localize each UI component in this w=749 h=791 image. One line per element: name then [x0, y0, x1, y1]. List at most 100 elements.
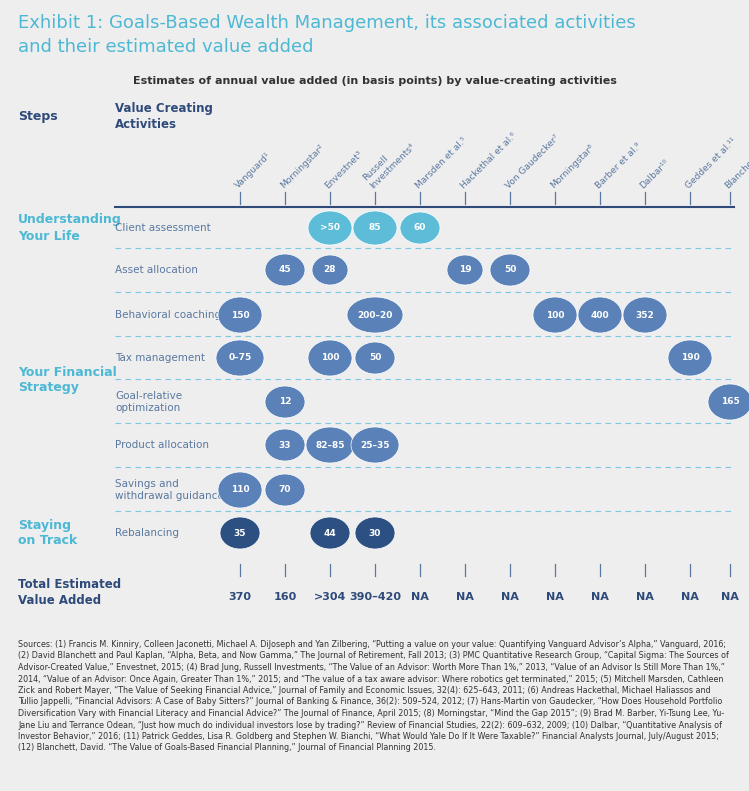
Text: Sources: (1) Francis M. Kinniry, Colleen Jaconetti, Michael A. DiJoseph and Yan : Sources: (1) Francis M. Kinniry, Colleen…	[18, 640, 726, 649]
Ellipse shape	[265, 386, 305, 418]
Text: 70: 70	[279, 486, 291, 494]
Ellipse shape	[306, 427, 354, 463]
Text: 12: 12	[279, 398, 291, 407]
Text: Client assessment: Client assessment	[115, 223, 210, 233]
Text: Jane Liu and Terrance Odean, “Just how much do individual investors lose by trad: Jane Liu and Terrance Odean, “Just how m…	[18, 721, 722, 729]
Ellipse shape	[668, 340, 712, 376]
Text: 50: 50	[369, 354, 381, 362]
Text: Von Gaudecker⁷: Von Gaudecker⁷	[503, 133, 561, 190]
Text: Rebalancing: Rebalancing	[115, 528, 179, 538]
Text: 400: 400	[591, 311, 610, 320]
Ellipse shape	[218, 297, 262, 333]
Text: 28: 28	[324, 266, 336, 274]
Text: Value Creating
Activities: Value Creating Activities	[115, 102, 213, 131]
Ellipse shape	[447, 255, 483, 285]
Text: Zick and Robert Mayer, “The Value of Seeking Financial Advice,” Journal of Famil: Zick and Robert Mayer, “The Value of See…	[18, 686, 711, 695]
Text: 2014, “Value of an Advisor: Once Again, Greater Than 1%,” 2015; and “The value o: 2014, “Value of an Advisor: Once Again, …	[18, 675, 724, 683]
Text: 44: 44	[324, 528, 336, 538]
Text: 370: 370	[228, 592, 252, 602]
Ellipse shape	[708, 384, 749, 420]
Text: Product allocation: Product allocation	[115, 440, 209, 450]
Text: 0–75: 0–75	[228, 354, 252, 362]
Text: Russell
Investments⁴: Russell Investments⁴	[361, 134, 417, 190]
Text: >304: >304	[314, 592, 346, 602]
Ellipse shape	[355, 342, 395, 374]
Text: >50: >50	[320, 224, 340, 233]
Text: Hackethal et al.⁶: Hackethal et al.⁶	[458, 131, 518, 190]
Text: Estimates of annual value added (in basis points) by value-creating activities: Estimates of annual value added (in basi…	[133, 76, 616, 86]
Text: Envestnet³: Envestnet³	[324, 149, 365, 190]
Ellipse shape	[218, 472, 262, 508]
Text: 19: 19	[458, 266, 471, 274]
Text: Diversification Vary with Financial Literacy and Financial Advice?” The Journal : Diversification Vary with Financial Lite…	[18, 709, 724, 718]
Ellipse shape	[265, 254, 305, 286]
Text: NA: NA	[546, 592, 564, 602]
Ellipse shape	[308, 211, 352, 245]
Text: 160: 160	[273, 592, 297, 602]
Text: NA: NA	[721, 592, 739, 602]
Text: Exhibit 1: Goals-Based Wealth Management, its associated activities: Exhibit 1: Goals-Based Wealth Management…	[18, 14, 636, 32]
Text: 60: 60	[413, 224, 426, 233]
Text: Your Financial
Strategy: Your Financial Strategy	[18, 365, 117, 395]
Ellipse shape	[265, 429, 305, 461]
Text: 110: 110	[231, 486, 249, 494]
Ellipse shape	[351, 427, 399, 463]
Text: Morningstar⁸: Morningstar⁸	[548, 142, 596, 190]
Text: 35: 35	[234, 528, 246, 538]
Text: 165: 165	[721, 398, 739, 407]
Text: 50: 50	[504, 266, 516, 274]
Text: Goal-relative
optimization: Goal-relative optimization	[115, 391, 182, 413]
Text: NA: NA	[636, 592, 654, 602]
Text: 100: 100	[546, 311, 564, 320]
Text: 352: 352	[636, 311, 655, 320]
Text: Investor Behavior,” 2016; (11) Patrick Geddes, Lisa R. Goldberg and Stephen W. B: Investor Behavior,” 2016; (11) Patrick G…	[18, 732, 719, 741]
Text: NA: NA	[456, 592, 474, 602]
Text: 33: 33	[279, 441, 291, 449]
Text: Total Estimated
Value Added: Total Estimated Value Added	[18, 578, 121, 607]
Text: NA: NA	[681, 592, 699, 602]
Text: Vanguard¹: Vanguard¹	[234, 150, 273, 190]
Ellipse shape	[312, 255, 348, 285]
Text: Tax management: Tax management	[115, 353, 205, 363]
Text: Marsden et al.⁵: Marsden et al.⁵	[413, 135, 468, 190]
Text: Dalbar¹⁰: Dalbar¹⁰	[639, 157, 671, 190]
Text: Blanchett¹²: Blanchett¹²	[724, 148, 749, 190]
Ellipse shape	[578, 297, 622, 333]
Ellipse shape	[490, 254, 530, 286]
Text: and their estimated value added: and their estimated value added	[18, 38, 314, 56]
Ellipse shape	[623, 297, 667, 333]
Ellipse shape	[355, 517, 395, 549]
Ellipse shape	[308, 340, 352, 376]
Text: Barber et al.⁹: Barber et al.⁹	[594, 141, 643, 190]
Text: Understanding
Your Life: Understanding Your Life	[18, 214, 122, 243]
Text: Staying
on Track: Staying on Track	[18, 518, 77, 547]
Text: 45: 45	[279, 266, 291, 274]
Text: 85: 85	[369, 224, 381, 233]
Text: Behavioral coaching: Behavioral coaching	[115, 310, 221, 320]
Text: Advisor-Created Value,” Envestnet, 2015; (4) Brad Jung, Russell Investments, “Th: Advisor-Created Value,” Envestnet, 2015;…	[18, 663, 725, 672]
Ellipse shape	[353, 211, 397, 245]
Text: NA: NA	[411, 592, 429, 602]
Text: 150: 150	[231, 311, 249, 320]
Text: (2) David Blanchett and Paul Kaplan, “Alpha, Beta, and Now Gamma,” The Journal o: (2) David Blanchett and Paul Kaplan, “Al…	[18, 652, 729, 660]
Ellipse shape	[220, 517, 260, 549]
Text: 200–20: 200–20	[357, 311, 392, 320]
Text: 25–35: 25–35	[360, 441, 389, 449]
Text: 390–420: 390–420	[349, 592, 401, 602]
Text: Asset allocation: Asset allocation	[115, 265, 198, 275]
Ellipse shape	[347, 297, 403, 333]
Ellipse shape	[265, 474, 305, 506]
Text: Morningstar²: Morningstar²	[279, 142, 326, 190]
Ellipse shape	[533, 297, 577, 333]
Ellipse shape	[400, 212, 440, 244]
Text: 190: 190	[681, 354, 700, 362]
Text: 30: 30	[369, 528, 381, 538]
Text: Savings and
withdrawal guidance: Savings and withdrawal guidance	[115, 479, 224, 501]
Ellipse shape	[216, 340, 264, 376]
Text: Steps: Steps	[18, 110, 58, 123]
Text: 100: 100	[321, 354, 339, 362]
Ellipse shape	[310, 517, 350, 549]
Text: NA: NA	[501, 592, 519, 602]
Text: Tullio Jappelli, “Financial Advisors: A Case of Baby Sitters?” Journal of Bankin: Tullio Jappelli, “Financial Advisors: A …	[18, 698, 722, 706]
Text: NA: NA	[591, 592, 609, 602]
